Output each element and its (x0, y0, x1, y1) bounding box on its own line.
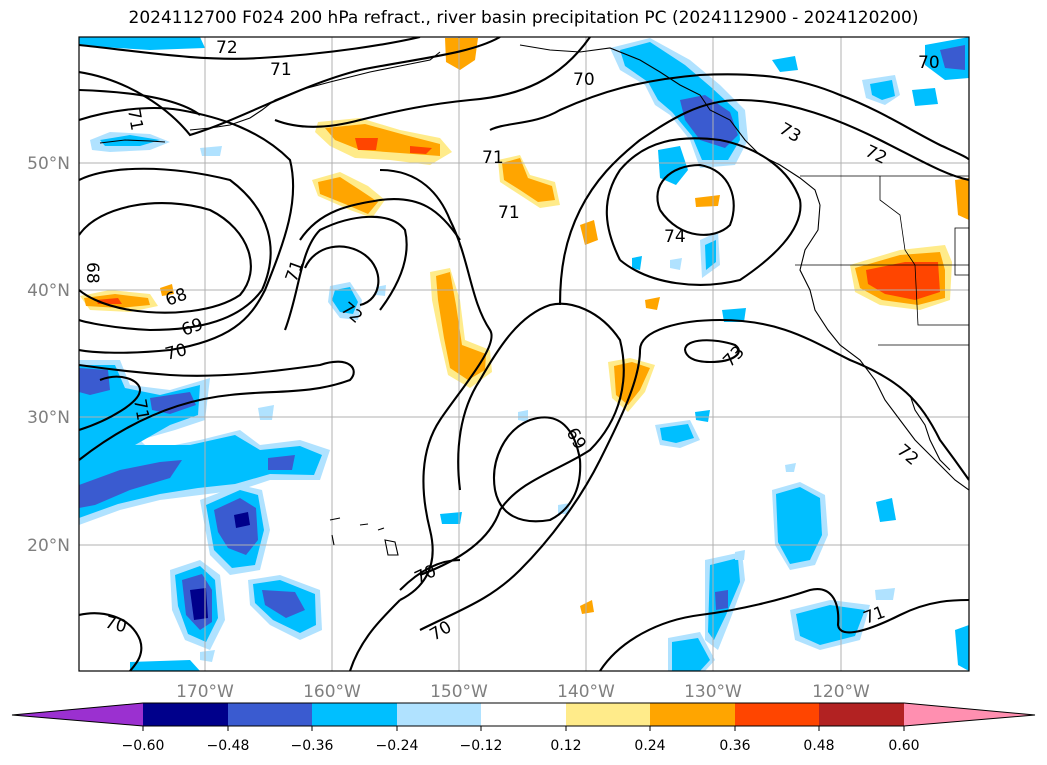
map-title: 2024112700 F024 200 hPa refract., river … (128, 8, 919, 28)
colorbar-tick-label: 0.24 (634, 738, 665, 754)
neg-patch (79, 37, 205, 50)
colorbar-tick-label: 0.36 (719, 738, 750, 754)
colorbar-bin (735, 703, 819, 726)
colorbar-bin (228, 703, 312, 726)
lon-label: 140°W (557, 682, 615, 702)
neg-patch (955, 625, 969, 671)
latitude-labels: 50°N 40°N 30°N 20°N (27, 154, 70, 556)
colorbar-bin (819, 703, 904, 726)
colorbar-bin (650, 703, 735, 726)
lon-label: 130°W (684, 682, 742, 702)
contour-label: 68 (82, 262, 102, 284)
pos-patch (410, 146, 432, 154)
colorbar: −0.60 −0.48 −0.36 −0.24 −0.12 0.12 0.24 … (11, 702, 1036, 754)
shaded-field (79, 37, 969, 671)
neg-patch (79, 368, 110, 395)
contour-lines (79, 37, 969, 671)
neg-patch (870, 80, 895, 100)
neg-patch (722, 308, 746, 322)
lat-label: 20°N (27, 536, 70, 556)
colorbar-ticks (142, 726, 905, 731)
colorbar-tick-label: 0.48 (803, 738, 834, 754)
neg-patch (796, 605, 865, 645)
neg-patch (670, 258, 682, 270)
pos-patch (645, 297, 660, 310)
lat-label: 50°N (27, 154, 70, 174)
pos-patch (445, 38, 478, 70)
neg-patch (785, 463, 796, 472)
colorbar-tick-label: −0.48 (207, 738, 250, 754)
neg-patch (200, 650, 215, 662)
neg-patch (875, 588, 895, 600)
colorbar-bin (566, 703, 650, 726)
graticule (79, 37, 969, 671)
longitude-labels: 170°W 160°W 150°W 140°W 130°W 120°W (176, 682, 870, 702)
contour-label: 71 (498, 203, 520, 223)
colorbar-bin (481, 703, 566, 726)
contour-label: 71 (123, 107, 146, 132)
pos-patch (355, 138, 378, 150)
neg-patch (440, 512, 462, 524)
neg-patch (79, 460, 182, 508)
lon-label: 170°W (176, 682, 234, 702)
neg-patch (660, 424, 694, 443)
contour-label: 71 (129, 397, 152, 422)
colorbar-tick-label: 0.60 (888, 738, 919, 754)
neg-patch (912, 88, 938, 106)
neg-patch (672, 638, 710, 671)
contour-label: 72 (216, 38, 238, 58)
neg-patch (632, 256, 642, 270)
neg-patch (735, 550, 745, 560)
contour-label: 71 (270, 60, 292, 80)
lon-label: 150°W (430, 682, 488, 702)
contour-label: 70 (573, 70, 595, 90)
neg-patch (715, 590, 728, 610)
colorbar-over-arrow (904, 703, 1035, 726)
pos-patch (502, 158, 555, 202)
map-frame (78, 36, 970, 672)
lon-label: 120°W (812, 682, 870, 702)
neg-patch (258, 405, 274, 420)
lon-label: 160°W (303, 682, 361, 702)
neg-patch (940, 45, 965, 70)
colorbar-tick-label: −0.24 (376, 738, 419, 754)
pos-patch (580, 600, 594, 614)
neg-patch (150, 392, 196, 414)
contour-label: 70 (918, 53, 940, 73)
neg-patch (268, 455, 295, 470)
pos-patch (580, 220, 598, 245)
colorbar-under-arrow (12, 703, 143, 726)
colorbar-tick-label: −0.36 (291, 738, 334, 754)
colorbar-tick-label: 0.12 (550, 738, 581, 754)
colorbar-bin (397, 703, 481, 726)
contour-label: 71 (482, 148, 504, 168)
neg-patch (658, 146, 688, 185)
pos-patch (695, 195, 720, 207)
neg-patch (772, 56, 798, 72)
lat-label: 40°N (27, 281, 70, 301)
neg-patch (695, 410, 710, 422)
lat-label: 30°N (27, 408, 70, 428)
neg-patch (262, 590, 305, 618)
colorbar-bin (143, 703, 228, 726)
neg-patch (234, 512, 250, 528)
pos-patch (436, 272, 486, 380)
neg-patch (518, 410, 528, 422)
neg-patch (876, 498, 896, 522)
colorbar-bin (312, 703, 397, 726)
colorbar-tick-label: −0.12 (460, 738, 503, 754)
neg-patch (332, 287, 358, 314)
colorbar-tick-label: −0.60 (122, 738, 165, 754)
neg-patch (130, 660, 200, 671)
pos-patch (955, 178, 969, 220)
pos-patch (318, 177, 378, 214)
neg-patch (190, 588, 208, 620)
contour-label: 74 (664, 227, 686, 247)
